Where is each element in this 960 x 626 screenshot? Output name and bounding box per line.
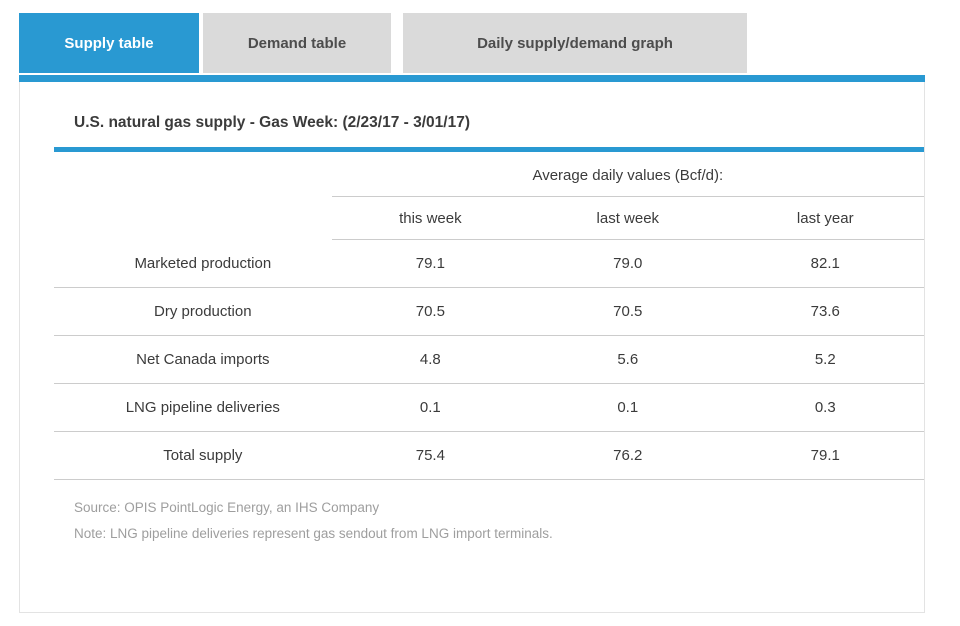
cell-value: 0.3 (726, 383, 924, 432)
tab-bar: Supply table Demand table Daily supply/d… (19, 13, 747, 73)
column-header-row: this week last week last year (54, 196, 924, 240)
tab-accent-bar (19, 75, 925, 82)
cell-value: 76.2 (529, 431, 727, 480)
cell-value: 82.1 (726, 239, 924, 288)
tab-supply-table[interactable]: Supply table (19, 13, 199, 73)
supply-table-panel: U.S. natural gas supply - Gas Week: (2/2… (19, 82, 925, 613)
column-header-last-year: last year (726, 196, 924, 240)
footnotes: Source: OPIS PointLogic Energy, an IHS C… (74, 495, 924, 547)
group-header-row: Average daily values (Bcf/d): (54, 152, 924, 197)
title-accent-rule (54, 147, 924, 152)
cell-value: 75.4 (331, 431, 530, 480)
table-row-marketed-production: Marketed production 79.1 79.0 82.1 (54, 239, 924, 288)
cell-value: 79.1 (726, 431, 924, 480)
cell-value: 4.8 (331, 335, 530, 384)
cell-value: 79.0 (529, 239, 727, 288)
tab-demand-table[interactable]: Demand table (203, 13, 391, 73)
cell-value: 0.1 (529, 383, 727, 432)
column-header-this-week: this week (331, 196, 530, 240)
cell-value: 5.2 (726, 335, 924, 384)
cell-value: 0.1 (331, 383, 530, 432)
cell-value: 70.5 (331, 287, 530, 336)
source-note: Source: OPIS PointLogic Energy, an IHS C… (74, 500, 380, 515)
cell-value: 73.6 (726, 287, 924, 336)
table-row-total-supply: Total supply 75.4 76.2 79.1 (54, 431, 924, 480)
table-row-net-canada-imports: Net Canada imports 4.8 5.6 5.2 (54, 335, 924, 384)
cell-value: 79.1 (331, 239, 530, 288)
row-label: LNG pipeline deliveries (54, 383, 332, 432)
tab-daily-supply-demand-graph[interactable]: Daily supply/demand graph (403, 13, 747, 73)
row-label: Net Canada imports (54, 335, 332, 384)
supply-data-table: Average daily values (Bcf/d): this week … (54, 152, 924, 480)
row-label: Marketed production (54, 239, 332, 288)
lng-note: Note: LNG pipeline deliveries represent … (74, 526, 553, 541)
row-label: Total supply (54, 431, 332, 480)
row-label: Dry production (54, 287, 332, 336)
column-header-last-week: last week (529, 196, 727, 240)
panel-title: U.S. natural gas supply - Gas Week: (2/2… (74, 114, 470, 131)
cell-value: 70.5 (529, 287, 727, 336)
group-header-label: Average daily values (Bcf/d): (331, 152, 924, 197)
table-row-dry-production: Dry production 70.5 70.5 73.6 (54, 287, 924, 336)
cell-value: 5.6 (529, 335, 727, 384)
table-row-lng-pipeline-deliveries: LNG pipeline deliveries 0.1 0.1 0.3 (54, 383, 924, 432)
